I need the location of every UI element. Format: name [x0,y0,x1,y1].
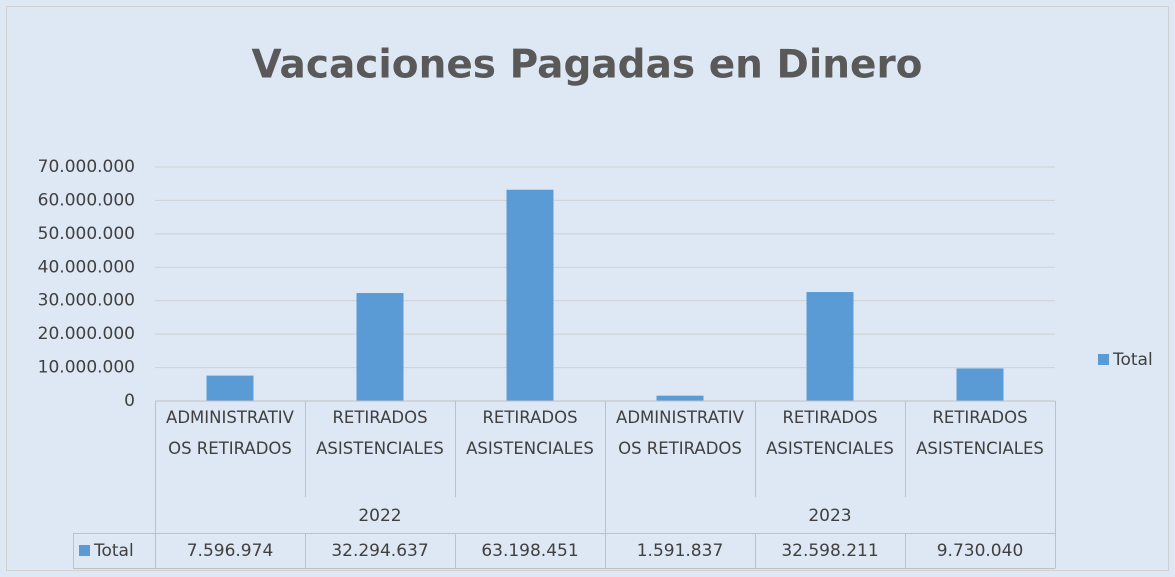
y-tick-label: 30.000.000 [38,291,135,311]
data-table-value: 1.591.837 [637,541,724,561]
y-tick-label: 50.000.000 [38,224,135,244]
x-tick-label: RETIRADOS ASISTENCIALES [316,408,444,458]
bar [656,395,704,401]
y-tick-label: 10.000.000 [38,358,135,378]
data-table-value: 7.596.974 [187,541,274,561]
x-tick-label: RETIRADOS ASISTENCIALES [766,408,894,458]
x-tick-label: RETIRADOS ASISTENCIALES [916,408,1044,458]
group-label: 2022 [358,506,401,526]
bar [356,293,404,401]
y-tick-label: 70.000.000 [38,157,135,177]
bar [956,368,1004,401]
data-table-value: 32.598.211 [781,541,878,561]
data-table-value: 9.730.040 [937,541,1024,561]
x-tick-label: RETIRADOS ASISTENCIALES [466,408,594,458]
data-table-value: 32.294.637 [331,541,428,561]
bar [206,375,254,401]
y-tick-label: 40.000.000 [38,257,135,277]
x-tick-label: ADMINISTRATIVOS RETIRADOS [166,408,294,458]
y-tick-label: 20.000.000 [38,324,135,344]
chart-border [6,6,1169,571]
y-tick-label: 0 [124,391,135,411]
legend-label: Total [1112,350,1153,370]
legend-swatch [1098,354,1109,365]
data-table-value: 63.198.451 [481,541,578,561]
y-tick-label: 60.000.000 [38,190,135,210]
bar [506,189,554,401]
x-tick-label: ADMINISTRATIVOS RETIRADOS [616,408,744,458]
data-table-series: Total [93,541,134,561]
data-table-swatch [79,545,90,556]
chart-title: Vacaciones Pagadas en Dinero [252,43,923,88]
bar [806,292,854,401]
group-label: 2023 [808,506,851,526]
